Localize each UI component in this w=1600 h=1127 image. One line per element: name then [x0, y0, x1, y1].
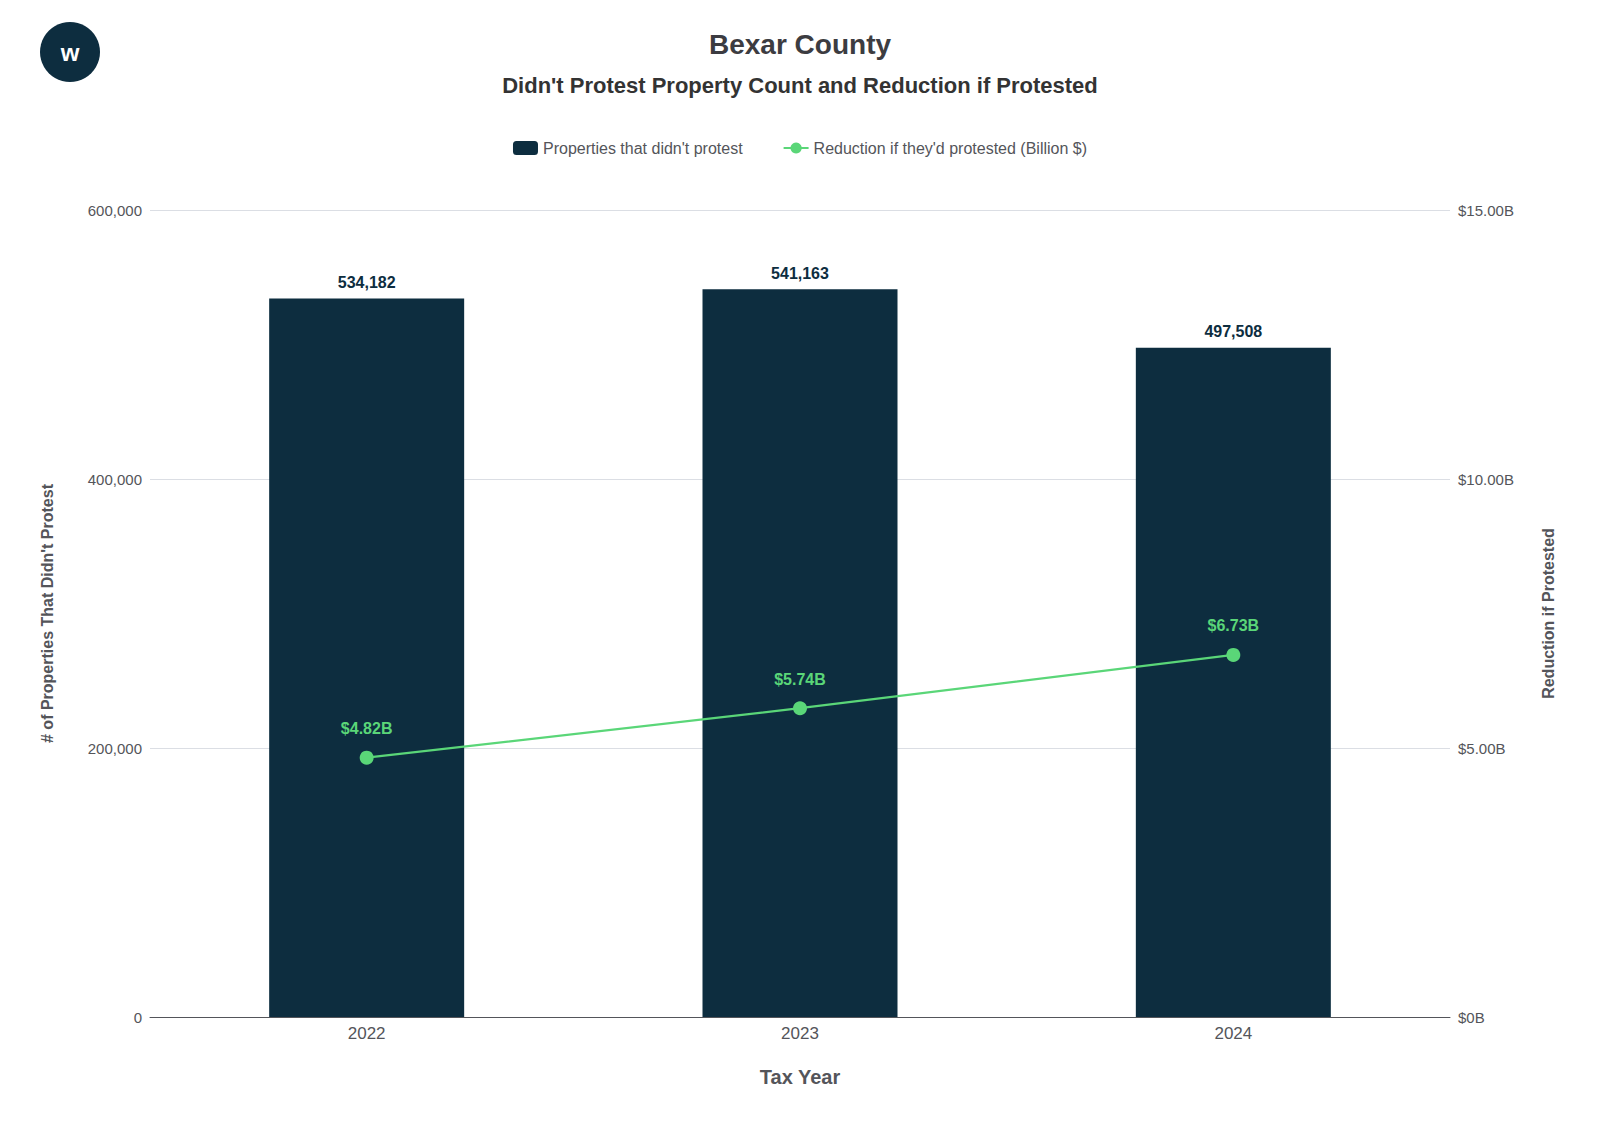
svg-text:Reduction if they'd protested: Reduction if they'd protested (Billion $…: [814, 140, 1087, 157]
svg-text:$15.00B: $15.00B: [1458, 202, 1514, 219]
svg-text:0: 0: [134, 1009, 142, 1026]
svg-text:Didn't Protest Property Count: Didn't Protest Property Count and Reduct…: [502, 73, 1098, 98]
svg-text:200,000: 200,000: [88, 740, 142, 757]
svg-text:$0B: $0B: [1458, 1009, 1485, 1026]
svg-text:# of Properties That Didn't Pr: # of Properties That Didn't Protest: [39, 483, 56, 743]
svg-text:2023: 2023: [781, 1024, 819, 1043]
svg-text:$4.82B: $4.82B: [341, 720, 393, 737]
svg-text:600,000: 600,000: [88, 202, 142, 219]
svg-text:$6.73B: $6.73B: [1208, 617, 1260, 634]
svg-text:w: w: [60, 39, 80, 66]
svg-text:2024: 2024: [1214, 1024, 1252, 1043]
svg-text:Tax Year: Tax Year: [760, 1066, 841, 1088]
svg-text:Reduction if Protested: Reduction if Protested: [1540, 528, 1557, 699]
svg-text:400,000: 400,000: [88, 471, 142, 488]
svg-text:$5.00B: $5.00B: [1458, 740, 1506, 757]
svg-text:$5.74B: $5.74B: [774, 671, 826, 688]
svg-text:2022: 2022: [348, 1024, 386, 1043]
svg-text:Bexar County: Bexar County: [709, 29, 891, 60]
svg-text:Properties that didn't protest: Properties that didn't protest: [543, 140, 743, 157]
svg-text:497,508: 497,508: [1204, 323, 1262, 340]
svg-text:541,163: 541,163: [771, 265, 829, 282]
svg-text:534,182: 534,182: [338, 274, 396, 291]
svg-text:$10.00B: $10.00B: [1458, 471, 1514, 488]
